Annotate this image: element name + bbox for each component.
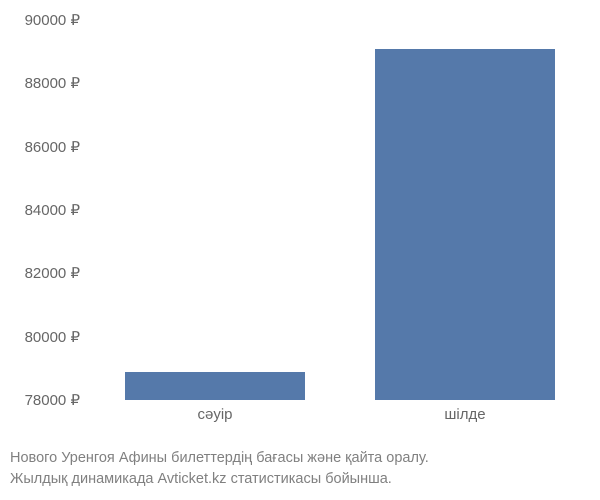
y-tick-label: 88000 ₽ xyxy=(25,74,80,92)
y-tick-label: 90000 ₽ xyxy=(25,11,80,29)
x-tick-label: шілде xyxy=(444,406,485,423)
chart-bar xyxy=(125,372,305,401)
y-axis: 90000 ₽88000 ₽86000 ₽84000 ₽82000 ₽80000… xyxy=(0,20,90,400)
caption-line-1: Нового Уренгоя Афины билеттердің бағасы … xyxy=(10,448,590,469)
y-tick-label: 78000 ₽ xyxy=(25,391,80,409)
y-tick-label: 84000 ₽ xyxy=(25,201,80,219)
y-tick-label: 80000 ₽ xyxy=(25,328,80,346)
bar-chart: 90000 ₽88000 ₽86000 ₽84000 ₽82000 ₽80000… xyxy=(0,20,600,440)
x-tick-label: сәуір xyxy=(197,406,232,423)
caption-line-2: Жылдық динамикада Avticket.kz статистика… xyxy=(10,469,590,490)
x-axis: сәуір шілде xyxy=(90,406,590,436)
y-tick-label: 86000 ₽ xyxy=(25,138,80,156)
chart-bar xyxy=(375,49,555,401)
chart-caption: Нового Уренгоя Афины билеттердің бағасы … xyxy=(10,448,590,490)
plot-area xyxy=(90,20,590,400)
y-tick-label: 82000 ₽ xyxy=(25,264,80,282)
